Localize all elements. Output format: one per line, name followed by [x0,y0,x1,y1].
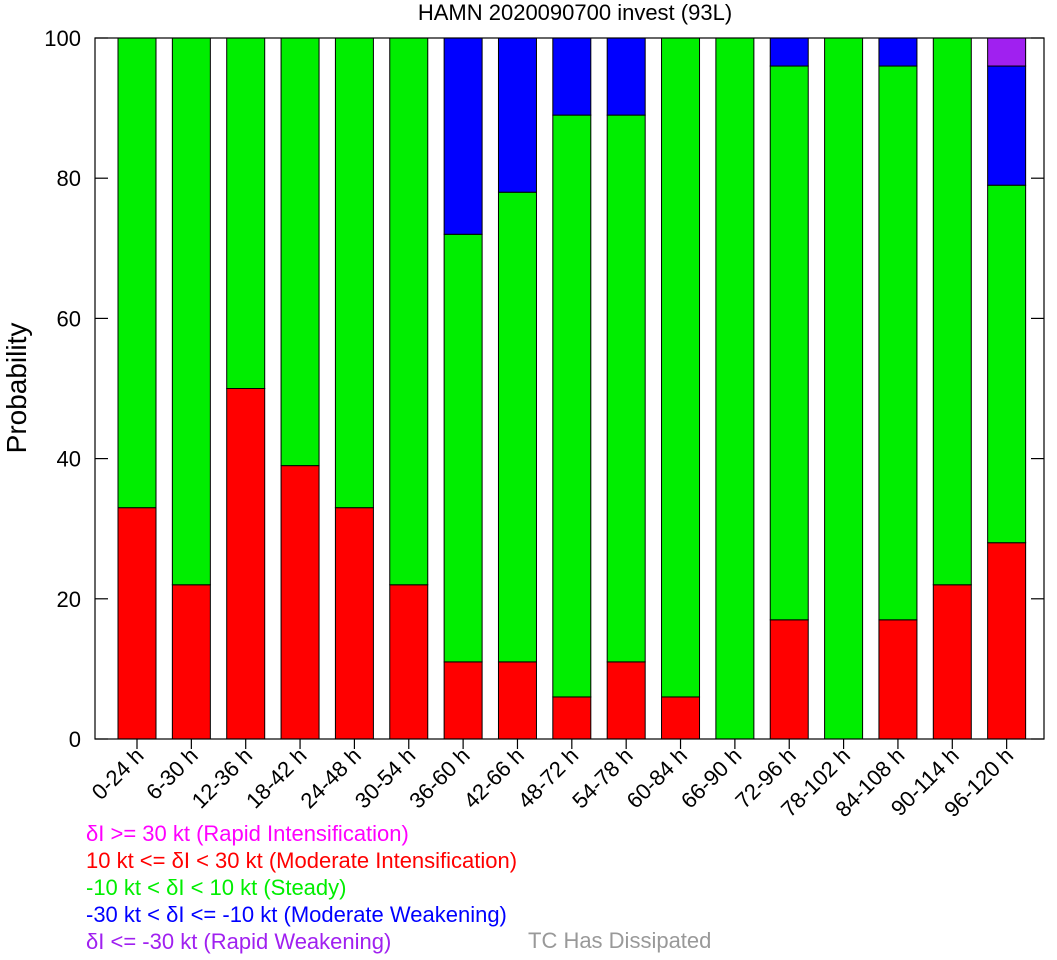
bar-segment-st-12 [769,65,809,621]
bar-segment-st-2 [226,37,266,389]
bar-segment-st-5 [389,37,429,586]
bar-segment-mw-9 [606,37,646,116]
bar-segment-st-3 [280,37,320,467]
x-tick-label: 66-90 h [676,743,746,813]
bar-segment-mi-16 [987,542,1027,740]
bar-segment-mi-0 [117,507,157,740]
legend-rapid-intensification: δI >= 30 kt (Rapid Intensification) [86,821,409,846]
bar-segment-mw-7 [497,37,537,193]
bar-segment-mi-5 [389,584,429,740]
bar-segment-rw-16 [987,37,1027,67]
legend: δI >= 30 kt (Rapid Intensification) 10 k… [86,820,517,955]
bar-segment-st-8 [552,114,592,698]
bar-segment-st-7 [497,191,537,663]
x-tick-label: 24-48 h [296,743,366,813]
bar-segment-mi-9 [606,661,646,740]
x-tick-label: 54-78 h [567,743,637,813]
plot-frame [94,37,1045,740]
bars-layer [117,37,1027,740]
bar-segment-st-10 [661,37,701,698]
x-tick-label: 48-72 h [513,743,583,813]
bar-segment-mw-16 [987,65,1027,186]
bar-segment-st-11 [715,37,755,740]
y-tick-label: 80 [57,166,81,191]
x-tick-label: 30-54 h [350,743,420,813]
legend-tc-dissipated: TC Has Dissipated [528,928,712,953]
bar-segment-mw-12 [769,37,809,67]
x-tick-label: 42-66 h [459,743,529,813]
stacked-bar-chart: HAMN 2020090700 invest (93L) Probability… [1,0,1045,820]
y-tick-label: 60 [57,306,81,331]
bar-segment-mw-8 [552,37,592,116]
y-tick-label: 40 [57,447,81,472]
bar-segment-st-13 [824,37,864,740]
bar-segment-mw-6 [443,37,483,235]
x-tick-label: 12-36 h [187,743,257,813]
bar-segment-mi-12 [769,619,809,740]
bar-segment-mi-7 [497,661,537,740]
bar-segment-mi-14 [878,619,918,740]
legend-moderate-weakening: -30 kt < δI <= -10 kt (Moderate Weakenin… [86,902,507,927]
y-axis-label: Probability [1,323,32,454]
bar-segment-mi-2 [226,388,266,740]
bar-segment-st-16 [987,184,1027,544]
bar-segment-st-4 [334,37,374,509]
legend-rapid-weakening: δI <= -30 kt (Rapid Weakening) [86,929,392,954]
x-tick-label: 36-60 h [404,743,474,813]
bar-segment-mi-3 [280,465,320,740]
x-tick-label: 0-24 h [87,743,149,805]
bar-segment-mi-4 [334,507,374,740]
bar-segment-st-6 [443,233,483,663]
bar-segment-mi-1 [171,584,211,740]
bar-segment-mw-14 [878,37,918,67]
bar-segment-st-15 [932,37,972,586]
bar-segment-st-1 [171,37,211,586]
x-tick-label: 60-84 h [622,743,692,813]
y-tick-label: 20 [57,587,81,612]
bar-segment-mi-6 [443,661,483,740]
chart-title: HAMN 2020090700 invest (93L) [418,0,732,25]
x-tick-label: 18-42 h [241,743,311,813]
y-tick-label: 100 [44,26,81,51]
bar-segment-st-9 [606,114,646,663]
y-tick-label: 0 [69,727,81,752]
bar-segment-mi-8 [552,696,592,740]
bar-segment-mi-10 [661,696,701,740]
bar-segment-st-14 [878,65,918,621]
bar-segment-st-0 [117,37,157,509]
bar-segment-mi-15 [932,584,972,740]
legend-steady: -10 kt < δI < 10 kt (Steady) [86,875,347,900]
legend-moderate-intensification: 10 kt <= δI < 30 kt (Moderate Intensific… [86,848,518,873]
